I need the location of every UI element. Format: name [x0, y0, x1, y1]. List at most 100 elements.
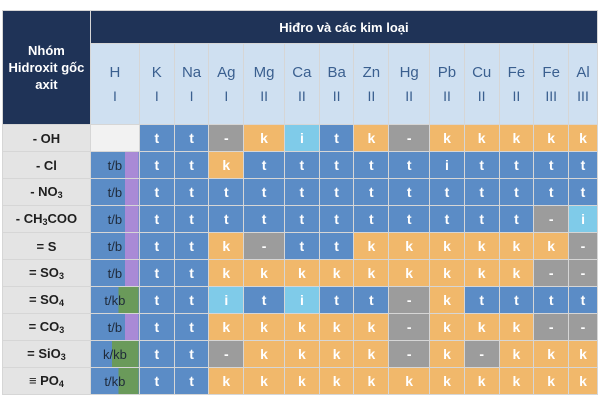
solubility-cell: i	[208, 286, 245, 314]
solubility-cell: t	[463, 178, 500, 206]
solubility-cell: k	[498, 313, 535, 341]
solubility-cell: i	[429, 151, 465, 179]
metal-header-9: Pb II	[429, 43, 465, 125]
table-row: - Cl t/b t t k t t t t t i t t t t	[2, 151, 598, 179]
solubility-cell: t	[284, 205, 320, 233]
solubility-cell: -	[568, 313, 598, 341]
solubility-cell: k	[463, 232, 500, 260]
solubility-cell: t	[284, 232, 320, 260]
solubility-cell: k	[498, 124, 535, 152]
solubility-cell: -	[463, 340, 500, 368]
solubility-cell: t	[429, 178, 465, 206]
solubility-cell: k	[429, 232, 465, 260]
solubility-cell: t	[463, 205, 500, 233]
group-subscript: 3	[58, 271, 64, 281]
metal-symbol: Cu	[472, 64, 492, 81]
solubility-cell: k	[429, 340, 465, 368]
group-prefix: = SiO	[27, 346, 61, 361]
solubility-cell: -	[533, 205, 570, 233]
metal-symbol: Pb	[437, 64, 457, 81]
row-group-label: ≡ PO4	[2, 367, 91, 395]
metal-symbol: Fe	[507, 64, 526, 81]
table-row: = SO3 t/b t t k k k k k k k k k - -	[2, 259, 598, 287]
h-cell-label: t/kb	[104, 374, 126, 389]
solubility-cell: k	[388, 367, 431, 395]
solubility-cell: t	[138, 367, 175, 395]
row-group-label: - OH	[2, 124, 91, 152]
metal-header-2: Na I	[173, 43, 210, 125]
solubility-cell: t	[318, 124, 355, 152]
solubility-cell: k	[429, 367, 465, 395]
group-prefix: - NO	[30, 184, 58, 199]
solubility-cell: k	[533, 367, 570, 395]
solubility-cell: t	[173, 151, 210, 179]
solubility-cell: k	[388, 232, 431, 260]
group-suffix: COO	[47, 211, 78, 226]
solubility-cell: k	[463, 259, 500, 287]
solubility-table-container: Nhóm Hidroxit gốc axit Hiđro và các kim …	[2, 10, 599, 395]
solubility-cell: t	[498, 178, 535, 206]
solubility-cell: t	[173, 286, 210, 314]
solubility-cell: k	[208, 259, 245, 287]
solubility-cell: k	[498, 259, 535, 287]
solubility-cell: i	[284, 124, 320, 152]
solubility-cell: -	[533, 259, 570, 287]
solubility-cell: k	[284, 367, 320, 395]
row-group-label: = S	[2, 232, 91, 260]
metal-header-row: H I K I Na I Ag I Mg II Ca II Ba II Zn II Hg II Pb II Cu II Fe…	[3, 43, 598, 125]
metal-symbol: Hg	[399, 64, 419, 81]
metal-valence: III	[545, 88, 557, 104]
solubility-cell: k	[284, 340, 320, 368]
solubility-cell: k	[463, 313, 500, 341]
solubility-cell: k	[318, 259, 355, 287]
solubility-cell: k	[568, 340, 598, 368]
solubility-cell: t	[173, 340, 210, 368]
metal-header-13: Al III	[568, 43, 598, 125]
solubility-cell: t	[498, 205, 535, 233]
h-cell-label: k/kb	[102, 347, 127, 362]
group-subscript: 3	[59, 325, 65, 335]
solubility-cell: -	[388, 340, 431, 368]
solubility-cell: i	[568, 205, 598, 233]
table-row: ≡ PO4 t/kb t t k k k k k k k k k k k	[2, 367, 598, 395]
h-cell: t/b	[89, 178, 140, 206]
group-prefix: = CO	[28, 319, 60, 334]
solubility-cell: k	[533, 340, 570, 368]
metal-symbol: Ag	[217, 64, 236, 81]
table-row: = SO4 t/kb t t i t i t t - k t t t t	[2, 286, 598, 314]
group-prefix: = S	[36, 238, 57, 254]
metal-symbol: Mg	[253, 64, 275, 81]
h-cell	[89, 124, 140, 152]
solubility-cell: k	[353, 313, 390, 341]
table-title: Hiđro và các kim loại	[89, 10, 599, 44]
table-row: - OH t t - k i t k - k k k k k	[2, 124, 598, 152]
solubility-cell: t	[388, 205, 431, 233]
metal-symbol: Ba	[327, 64, 346, 81]
row-group-label: - Cl	[2, 151, 91, 179]
solubility-cell: t	[138, 286, 175, 314]
solubility-cell: k	[463, 367, 500, 395]
metal-symbol: Ca	[292, 64, 312, 81]
solubility-cell: k	[243, 259, 286, 287]
group-prefix: = SO	[28, 265, 59, 280]
solubility-cell: t	[173, 367, 210, 395]
solubility-cell: t	[138, 205, 175, 233]
solubility-cell: -	[388, 313, 431, 341]
solubility-cell: t	[284, 178, 320, 206]
solubility-cell: t	[284, 151, 320, 179]
metal-valence: II	[443, 88, 451, 104]
solubility-cell: k	[208, 367, 245, 395]
solubility-cell: t	[318, 232, 355, 260]
group-subscript: 4	[58, 379, 64, 389]
metal-valence: III	[577, 88, 589, 104]
solubility-cell: k	[243, 313, 286, 341]
solubility-cell: t	[533, 286, 570, 314]
solubility-cell: k	[498, 340, 535, 368]
solubility-cell: t	[208, 205, 245, 233]
solubility-cell: t	[568, 178, 598, 206]
metal-valence: II	[367, 88, 376, 104]
solubility-cell: t	[138, 124, 175, 152]
metal-symbol: K	[151, 64, 162, 81]
h-cell: t/kb	[89, 367, 140, 395]
